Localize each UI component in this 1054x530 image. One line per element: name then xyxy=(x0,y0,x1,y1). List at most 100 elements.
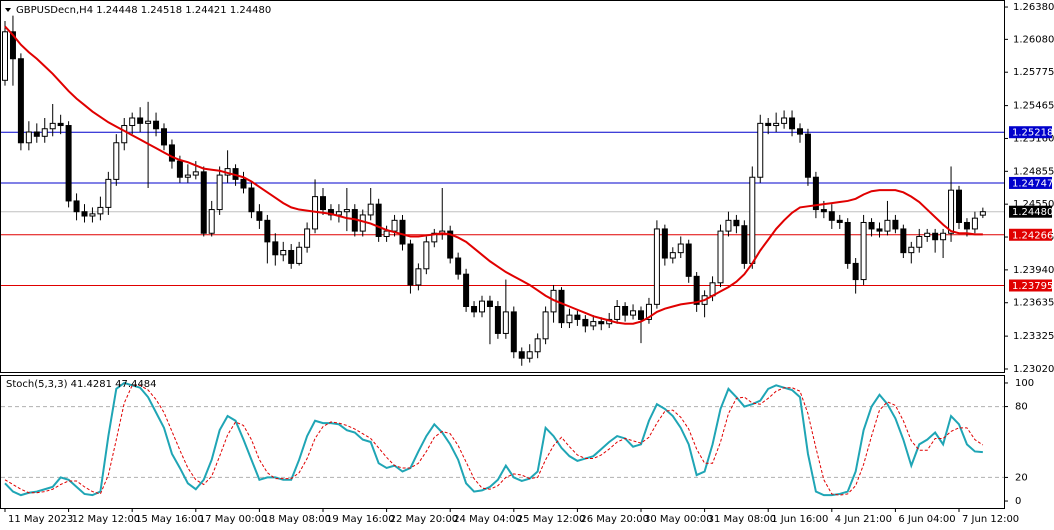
level-label: 1.25218 xyxy=(1012,128,1053,139)
candle-body xyxy=(828,211,835,221)
y-tick-label: 100 xyxy=(1015,378,1034,389)
level-label-box xyxy=(1009,228,1052,241)
candle-body xyxy=(264,219,271,243)
candle-body xyxy=(471,306,478,313)
candle-body xyxy=(717,230,724,284)
candle-body xyxy=(97,206,104,215)
candle-body xyxy=(176,160,183,178)
candle-body xyxy=(9,31,16,60)
candle-body xyxy=(645,303,652,320)
candle-body xyxy=(661,228,668,259)
level-label: 1.23795 xyxy=(1012,281,1053,292)
candle-body xyxy=(455,257,462,275)
candle-body xyxy=(168,144,175,162)
candle-body xyxy=(971,217,978,230)
y-tick-label: 1.24550 xyxy=(1013,199,1054,210)
chart-title: GBPUSDecn,H4 1.24448 1.24518 1.24421 1.2… xyxy=(16,5,271,16)
candle-body xyxy=(932,232,939,241)
candle-body xyxy=(49,122,56,130)
x-tick-label: 4 Jun 21:00 xyxy=(835,514,892,525)
candle-body xyxy=(248,187,255,213)
candle-body xyxy=(653,228,660,305)
candle-body xyxy=(518,351,525,359)
candle-body xyxy=(335,211,342,216)
candle-body xyxy=(868,221,875,230)
candle-body xyxy=(956,189,962,223)
candle-body xyxy=(789,117,796,130)
y-tick-label: 1.26080 xyxy=(1013,34,1054,45)
x-tick-label: 11 May 2023 xyxy=(8,514,73,525)
candle-body xyxy=(359,214,366,232)
candle-body xyxy=(423,241,430,270)
level-label-box xyxy=(1009,176,1052,189)
candle-body xyxy=(534,338,541,353)
candle-body xyxy=(574,314,581,320)
candle-body xyxy=(892,219,899,230)
candle-body xyxy=(447,230,454,259)
candle-body xyxy=(431,232,438,243)
x-tick-label: 12 May 12:00 xyxy=(72,514,141,525)
candle-body xyxy=(757,122,764,178)
x-tick-label: 24 May 04:00 xyxy=(453,514,522,525)
x-tick-label: 19 May 16:00 xyxy=(326,514,395,525)
candle-body xyxy=(948,189,955,234)
candle-body xyxy=(638,310,644,320)
candle-body xyxy=(630,310,637,316)
candle-body xyxy=(836,219,843,223)
candle-body xyxy=(685,243,692,277)
candle-body xyxy=(407,243,414,286)
x-tick-label: 22 May 20:00 xyxy=(390,514,459,525)
candle-body xyxy=(510,311,517,353)
candle-body xyxy=(479,300,485,313)
candle-body xyxy=(304,228,311,248)
y-tick-label: 1.23325 xyxy=(1013,331,1054,342)
candle-body xyxy=(121,125,128,144)
candle-body xyxy=(797,128,803,135)
level-label: 1.24747 xyxy=(1012,178,1053,189)
candle-body xyxy=(184,174,191,178)
candle-body xyxy=(963,221,970,230)
y-tick-label: 0 xyxy=(1015,496,1021,507)
candle-body xyxy=(908,246,915,254)
indicator-line xyxy=(4,25,983,325)
candle-body xyxy=(502,311,509,334)
candle-body xyxy=(725,219,732,232)
candle-body xyxy=(192,171,199,176)
candle-body xyxy=(486,300,493,308)
candle-body xyxy=(900,228,907,254)
candle-body xyxy=(781,117,788,124)
candle-body xyxy=(343,209,350,213)
candle-body xyxy=(145,120,152,124)
candle-body xyxy=(916,235,923,248)
x-tick-label: 6 Jun 04:00 xyxy=(898,514,955,525)
candle-body xyxy=(463,273,470,308)
candle-body xyxy=(25,131,32,144)
candle-body xyxy=(137,117,144,124)
x-tick-label: 7 Jun 12:00 xyxy=(962,514,1019,525)
candle-body xyxy=(884,219,891,232)
candle-body xyxy=(89,213,96,217)
candle-body xyxy=(57,122,64,127)
menu-arrow xyxy=(5,8,11,12)
y-tick-label: 1.25775 xyxy=(1013,67,1054,78)
candle-body xyxy=(598,321,605,325)
candle-body xyxy=(804,133,811,178)
candle-body xyxy=(924,232,931,237)
candle-body xyxy=(113,142,120,180)
candle-body xyxy=(582,318,589,327)
candle-body xyxy=(741,225,748,264)
candle-body xyxy=(320,196,326,211)
price-frame xyxy=(0,0,1005,373)
candle-body xyxy=(622,306,629,316)
candle-body xyxy=(820,209,827,213)
candle-body xyxy=(153,120,160,130)
candle-body xyxy=(765,122,772,127)
y-tick-label: 1.23940 xyxy=(1013,265,1054,276)
candle-body xyxy=(256,211,263,221)
candle-body xyxy=(288,249,295,264)
candle-body xyxy=(240,178,247,189)
candle-body xyxy=(296,246,303,264)
level-label-box xyxy=(1009,126,1052,139)
level-label: 1.24266 xyxy=(1012,230,1053,241)
